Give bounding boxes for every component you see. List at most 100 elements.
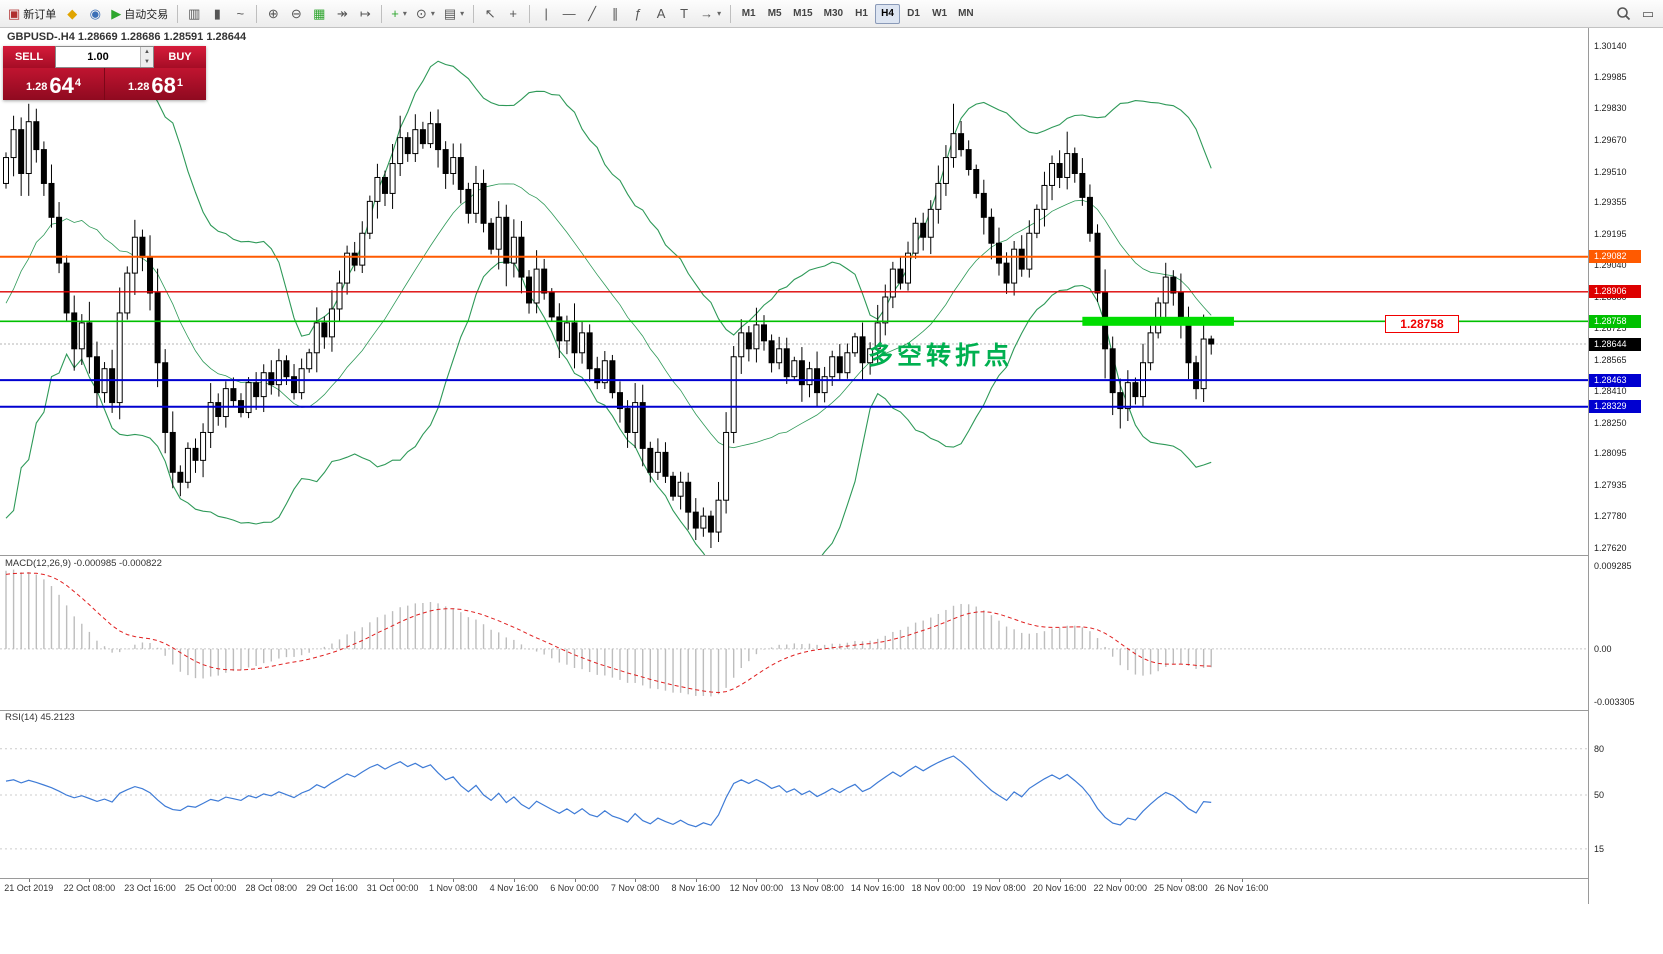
timeframe-m15-button[interactable]: M15 — [793, 8, 813, 19]
chevron-down-icon: ▾ — [402, 9, 407, 18]
timeframe-m30-button[interactable]: M30 — [823, 8, 844, 19]
price-text-label[interactable]: 1.28758 — [1385, 315, 1459, 333]
price-chart[interactable] — [0, 28, 1588, 556]
buy-button[interactable]: BUY — [154, 46, 206, 68]
time-label: 22 Nov 00:00 — [1093, 883, 1148, 893]
templates-button[interactable]: ▤ ▾ — [440, 3, 468, 25]
toolbar-separator — [473, 4, 475, 23]
chart-line-icon: ~ — [236, 6, 245, 21]
time-tick — [331, 878, 333, 882]
highlight-bar[interactable] — [1082, 316, 1234, 326]
search-icon — [1617, 7, 1631, 21]
timeframe-h4-button[interactable]: H4 — [875, 3, 901, 24]
new-order-button[interactable]: ▣ 新订单 — [4, 3, 60, 25]
new-order-icon: ▣ — [8, 6, 21, 21]
time-axis: 21 Oct 2019 22 Oct 08:00 23 Oct 16:00 25 Oc… — [0, 878, 1588, 904]
trendline-icon: ╱ — [588, 6, 597, 21]
rsi-line — [5, 755, 1212, 828]
chart-line-button[interactable]: ~ — [229, 3, 251, 25]
price-tick: 1.28725 — [1594, 322, 1627, 333]
chart-candles-button[interactable]: ▮ — [206, 3, 228, 25]
data-window-button[interactable]: ▭ — [1637, 3, 1659, 25]
time-label: 7 Nov 08:00 — [610, 883, 660, 893]
chart-shift-button[interactable]: ↦ — [354, 3, 376, 25]
zoom-in-button[interactable]: ⊕ — [262, 3, 284, 25]
auto-trading-button[interactable]: ▶ 自动交易 — [107, 3, 172, 25]
time-label: 28 Oct 08:00 — [245, 883, 298, 893]
zoom-out-icon: ⊖ — [290, 6, 302, 21]
auto-scroll-icon: ↠ — [336, 6, 348, 21]
macd-chart — [0, 569, 1588, 697]
zoom-in-icon: ⊕ — [267, 6, 279, 21]
timeframe-h1-button[interactable]: H1 — [855, 8, 868, 19]
time-label: 20 Nov 16:00 — [1032, 883, 1087, 893]
fibonacci-button[interactable]: ƒ — [627, 3, 649, 25]
timeframe-mn-button[interactable]: MN — [958, 8, 974, 19]
time-tick — [271, 878, 273, 882]
rsi-panel[interactable]: RSI(14) 45.2123 — [0, 710, 1588, 878]
volume-input[interactable] — [56, 47, 140, 67]
hline-button[interactable]: — — [558, 3, 580, 25]
panel-separator[interactable] — [0, 555, 1663, 556]
trendline-button[interactable]: ╱ — [581, 3, 603, 25]
macd-scale-bottom: -0.003305 — [1594, 697, 1635, 707]
time-tick — [28, 878, 30, 882]
text-button[interactable]: A — [650, 3, 672, 25]
volume-up-button[interactable]: ▲ — [141, 47, 153, 57]
tile-windows-button[interactable]: ▦ — [308, 3, 330, 25]
price-chart-panel[interactable]: GBPUSD-.H4 1.28669 1.28686 1.28591 1.286… — [0, 28, 1588, 556]
time-tick — [453, 878, 455, 882]
time-tick — [695, 878, 697, 882]
time-tick — [574, 878, 576, 882]
metaeditor-button[interactable]: ◆ — [61, 3, 83, 25]
buy-price-big: 68 — [151, 73, 176, 98]
price-tag: 1.28463 — [1589, 373, 1641, 387]
chart-annotation-text[interactable]: 多空转折点 — [868, 342, 1014, 370]
timeframe-m1-button[interactable]: M1 — [741, 8, 756, 19]
search-button[interactable] — [1612, 3, 1635, 25]
indicators-button[interactable]: + ▾ — [387, 3, 411, 25]
channel-button[interactable]: ∥ — [604, 3, 626, 25]
panel-separator[interactable] — [0, 710, 1663, 711]
time-label: 6 Nov 00:00 — [550, 883, 599, 893]
toolbar-separator — [730, 4, 732, 23]
time-label: 23 Oct 16:00 — [124, 883, 176, 893]
time-tick — [817, 878, 819, 882]
buy-price[interactable]: 1.28 68 1 — [105, 68, 206, 100]
time-tick — [150, 878, 152, 882]
periods-button[interactable]: ⊙ ▾ — [412, 3, 439, 25]
price-tag: 1.28758 — [1589, 314, 1641, 328]
zoom-out-button[interactable]: ⊖ — [285, 3, 307, 25]
vline-button[interactable]: | — [535, 3, 557, 25]
time-label: 12 Nov 00:00 — [729, 883, 784, 893]
volume-down-button[interactable]: ▼ — [141, 57, 153, 67]
market-watch-button[interactable]: ◉ — [84, 3, 106, 25]
price-tick: 1.29195 — [1594, 229, 1627, 240]
time-tick — [756, 878, 758, 882]
time-label: 14 Nov 16:00 — [850, 883, 905, 893]
timeframe-d1-button[interactable]: D1 — [907, 8, 920, 19]
time-tick — [89, 878, 91, 882]
text-label-button[interactable]: T — [673, 3, 695, 25]
price-tick: 1.28095 — [1594, 448, 1627, 459]
channel-icon: ∥ — [611, 6, 619, 21]
macd-panel[interactable]: MACD(12,26,9) -0.000985 -0.000822 — [0, 556, 1588, 710]
macd-scale-zero: 0.00 — [1594, 643, 1612, 654]
toolbar: ▣ 新订单 ◆ ◉ ▶ 自动交易 ▥ ▮ ~ ⊕ ⊖ ▦ ↠ ↦ + ▾ ⊙ ▾ ▤ ▾ ↖ + | — ╱ ∥ ƒ A T → ▾ M1 M5… — [0, 0, 1663, 28]
price-tick: 1.29040 — [1594, 260, 1627, 271]
price-scale[interactable]: 1.30140 1.29985 1.29830 1.29670 1.29510 1.293… — [1588, 28, 1663, 904]
rsi-scale-level: 15 — [1594, 843, 1605, 854]
time-label: 21 Oct 2019 — [4, 883, 54, 893]
timeframe-w1-button[interactable]: W1 — [932, 8, 948, 19]
chevron-down-icon: ▾ — [717, 9, 722, 18]
sell-button[interactable]: SELL — [3, 46, 55, 68]
auto-scroll-button[interactable]: ↠ — [331, 3, 353, 25]
sell-price[interactable]: 1.28 64 4 — [3, 68, 104, 100]
chart-bars-button[interactable]: ▥ — [183, 3, 205, 25]
crosshair-button[interactable]: + — [502, 3, 524, 25]
time-tick — [1059, 878, 1061, 882]
sell-price-big: 64 — [49, 73, 74, 98]
timeframe-m5-button[interactable]: M5 — [767, 8, 782, 19]
cursor-button[interactable]: ↖ — [479, 3, 501, 25]
arrows-button[interactable]: → ▾ — [696, 3, 725, 25]
